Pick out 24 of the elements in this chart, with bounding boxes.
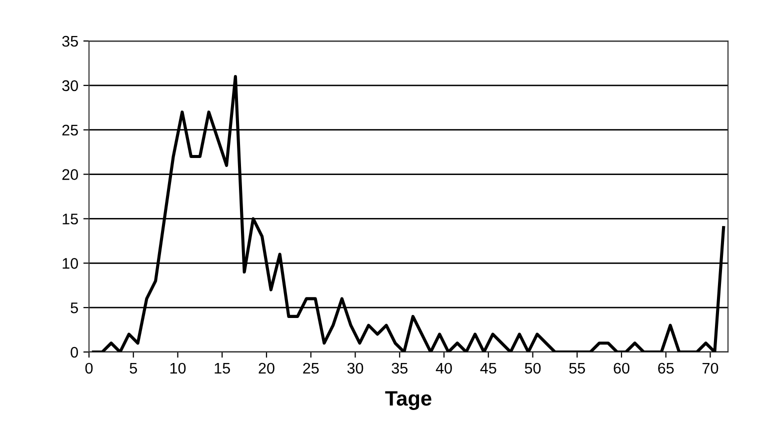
x-tick-label: 25 xyxy=(303,362,319,374)
x-tick-label: 5 xyxy=(130,362,137,374)
y-tick-label: 0 xyxy=(70,346,78,358)
x-tick-label: 35 xyxy=(392,362,408,374)
x-tick-label: 30 xyxy=(347,362,364,374)
y-tick-label: 15 xyxy=(62,214,78,224)
x-tick-label: 50 xyxy=(524,362,541,374)
x-tick-label: 65 xyxy=(658,362,674,374)
y-tick-label: 5 xyxy=(70,302,78,314)
x-tick-label: 55 xyxy=(569,362,585,374)
y-tick-label: 30 xyxy=(62,80,78,92)
x-tick-label: 40 xyxy=(436,362,452,374)
x-tick-label: 45 xyxy=(480,362,496,374)
x-tick-label: 0 xyxy=(85,362,93,374)
x-tick-label: 10 xyxy=(170,362,186,374)
y-tick-label: 10 xyxy=(62,258,78,269)
x-axis-title: Tage xyxy=(385,391,432,410)
x-tick-label: 20 xyxy=(258,362,274,374)
x-tick-label: 15 xyxy=(214,362,230,374)
x-tick-label: 70 xyxy=(702,362,718,374)
y-tick-label: 25 xyxy=(62,124,78,136)
y-tick-label: 20 xyxy=(62,169,78,180)
x-tick-label: 60 xyxy=(614,362,630,374)
y-tick-label: 35 xyxy=(62,36,78,47)
